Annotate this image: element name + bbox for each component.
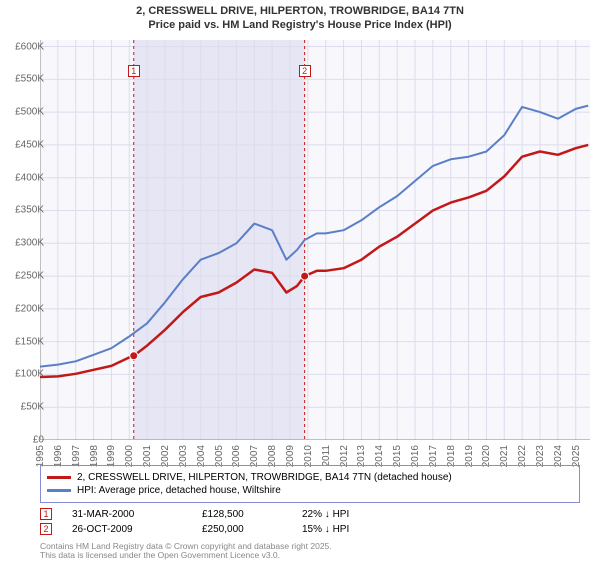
x-tick-label: 2003	[178, 445, 189, 467]
x-tick-label: 2001	[142, 445, 153, 467]
x-tick-label: 2012	[339, 445, 350, 467]
x-tick-label: 2015	[392, 445, 403, 467]
footer: Contains HM Land Registry data © Crown c…	[40, 542, 332, 561]
legend-box: 2, CRESSWELL DRIVE, HILPERTON, TROWBRIDG…	[40, 465, 580, 503]
x-tick-label: 2014	[374, 445, 385, 467]
x-tick-label: 2011	[321, 445, 332, 467]
legend-label-1: HPI: Average price, detached house, Wilt…	[77, 485, 281, 496]
chart-svg	[40, 40, 590, 440]
legend-row-1: HPI: Average price, detached house, Wilt…	[47, 485, 573, 496]
sale-diff-1: 15% ↓ HPI	[302, 524, 349, 535]
title-line-1: 2, CRESSWELL DRIVE, HILPERTON, TROWBRIDG…	[0, 4, 600, 18]
x-tick-label: 2025	[571, 445, 582, 467]
footer-line-2: This data is licensed under the Open Gov…	[40, 551, 332, 560]
x-tick-label: 2019	[464, 445, 475, 467]
legend-swatch-1	[47, 489, 71, 492]
y-tick-label: £250K	[15, 271, 44, 282]
title-line-2: Price paid vs. HM Land Registry's House …	[0, 18, 600, 32]
x-tick-label: 2010	[303, 445, 314, 467]
x-tick-label: 1996	[53, 445, 64, 467]
x-tick-label: 1995	[35, 445, 46, 467]
x-tick-label: 2023	[535, 445, 546, 467]
x-tick-label: 2017	[428, 445, 439, 467]
y-tick-label: £500K	[15, 107, 44, 118]
y-tick-label: £350K	[15, 205, 44, 216]
x-tick-label: 2009	[285, 445, 296, 467]
sale-marker-1: 2	[40, 523, 52, 535]
legend-row-0: 2, CRESSWELL DRIVE, HILPERTON, TROWBRIDG…	[47, 472, 573, 483]
x-tick-label: 1998	[89, 445, 100, 467]
sales-block: 1 31-MAR-2000 £128,500 22% ↓ HPI 2 26-OC…	[40, 505, 580, 538]
x-tick-label: 2022	[517, 445, 528, 467]
x-tick-label: 2016	[410, 445, 421, 467]
y-tick-label: £50K	[21, 402, 44, 413]
y-tick-label: £150K	[15, 336, 44, 347]
chart-container: 2, CRESSWELL DRIVE, HILPERTON, TROWBRIDG…	[0, 0, 600, 560]
x-tick-label: 2005	[214, 445, 225, 467]
sale-date-1: 26-OCT-2009	[72, 524, 182, 535]
chart-marker: 1	[128, 65, 140, 77]
x-tick-label: 2020	[481, 445, 492, 467]
x-tick-label: 2002	[160, 445, 171, 467]
sale-price-0: £128,500	[202, 509, 282, 520]
x-tick-label: 2004	[196, 445, 207, 467]
title-block: 2, CRESSWELL DRIVE, HILPERTON, TROWBRIDG…	[0, 0, 600, 35]
y-tick-label: £200K	[15, 303, 44, 314]
x-tick-label: 2024	[553, 445, 564, 467]
x-tick-label: 2000	[124, 445, 135, 467]
sale-price-1: £250,000	[202, 524, 282, 535]
x-tick-label: 2013	[356, 445, 367, 467]
legend-label-0: 2, CRESSWELL DRIVE, HILPERTON, TROWBRIDG…	[77, 472, 452, 483]
y-tick-label: £600K	[15, 41, 44, 52]
legend-swatch-0	[47, 476, 71, 479]
x-tick-label: 1999	[106, 445, 117, 467]
y-tick-label: £0	[33, 435, 44, 446]
x-tick-label: 2007	[249, 445, 260, 467]
x-tick-label: 2006	[231, 445, 242, 467]
y-tick-label: £100K	[15, 369, 44, 380]
x-tick-label: 2008	[267, 445, 278, 467]
sale-date-0: 31-MAR-2000	[72, 509, 182, 520]
x-tick-label: 2021	[499, 445, 510, 467]
y-tick-label: £450K	[15, 139, 44, 150]
y-tick-label: £300K	[15, 238, 44, 249]
sale-row-0: 1 31-MAR-2000 £128,500 22% ↓ HPI	[40, 508, 580, 520]
chart-area	[40, 40, 590, 440]
y-tick-label: £550K	[15, 74, 44, 85]
x-tick-label: 1997	[71, 445, 82, 467]
chart-marker: 2	[299, 65, 311, 77]
y-tick-label: £400K	[15, 172, 44, 183]
sale-row-1: 2 26-OCT-2009 £250,000 15% ↓ HPI	[40, 523, 580, 535]
x-tick-label: 2018	[446, 445, 457, 467]
sale-marker-0: 1	[40, 508, 52, 520]
sale-diff-0: 22% ↓ HPI	[302, 509, 349, 520]
